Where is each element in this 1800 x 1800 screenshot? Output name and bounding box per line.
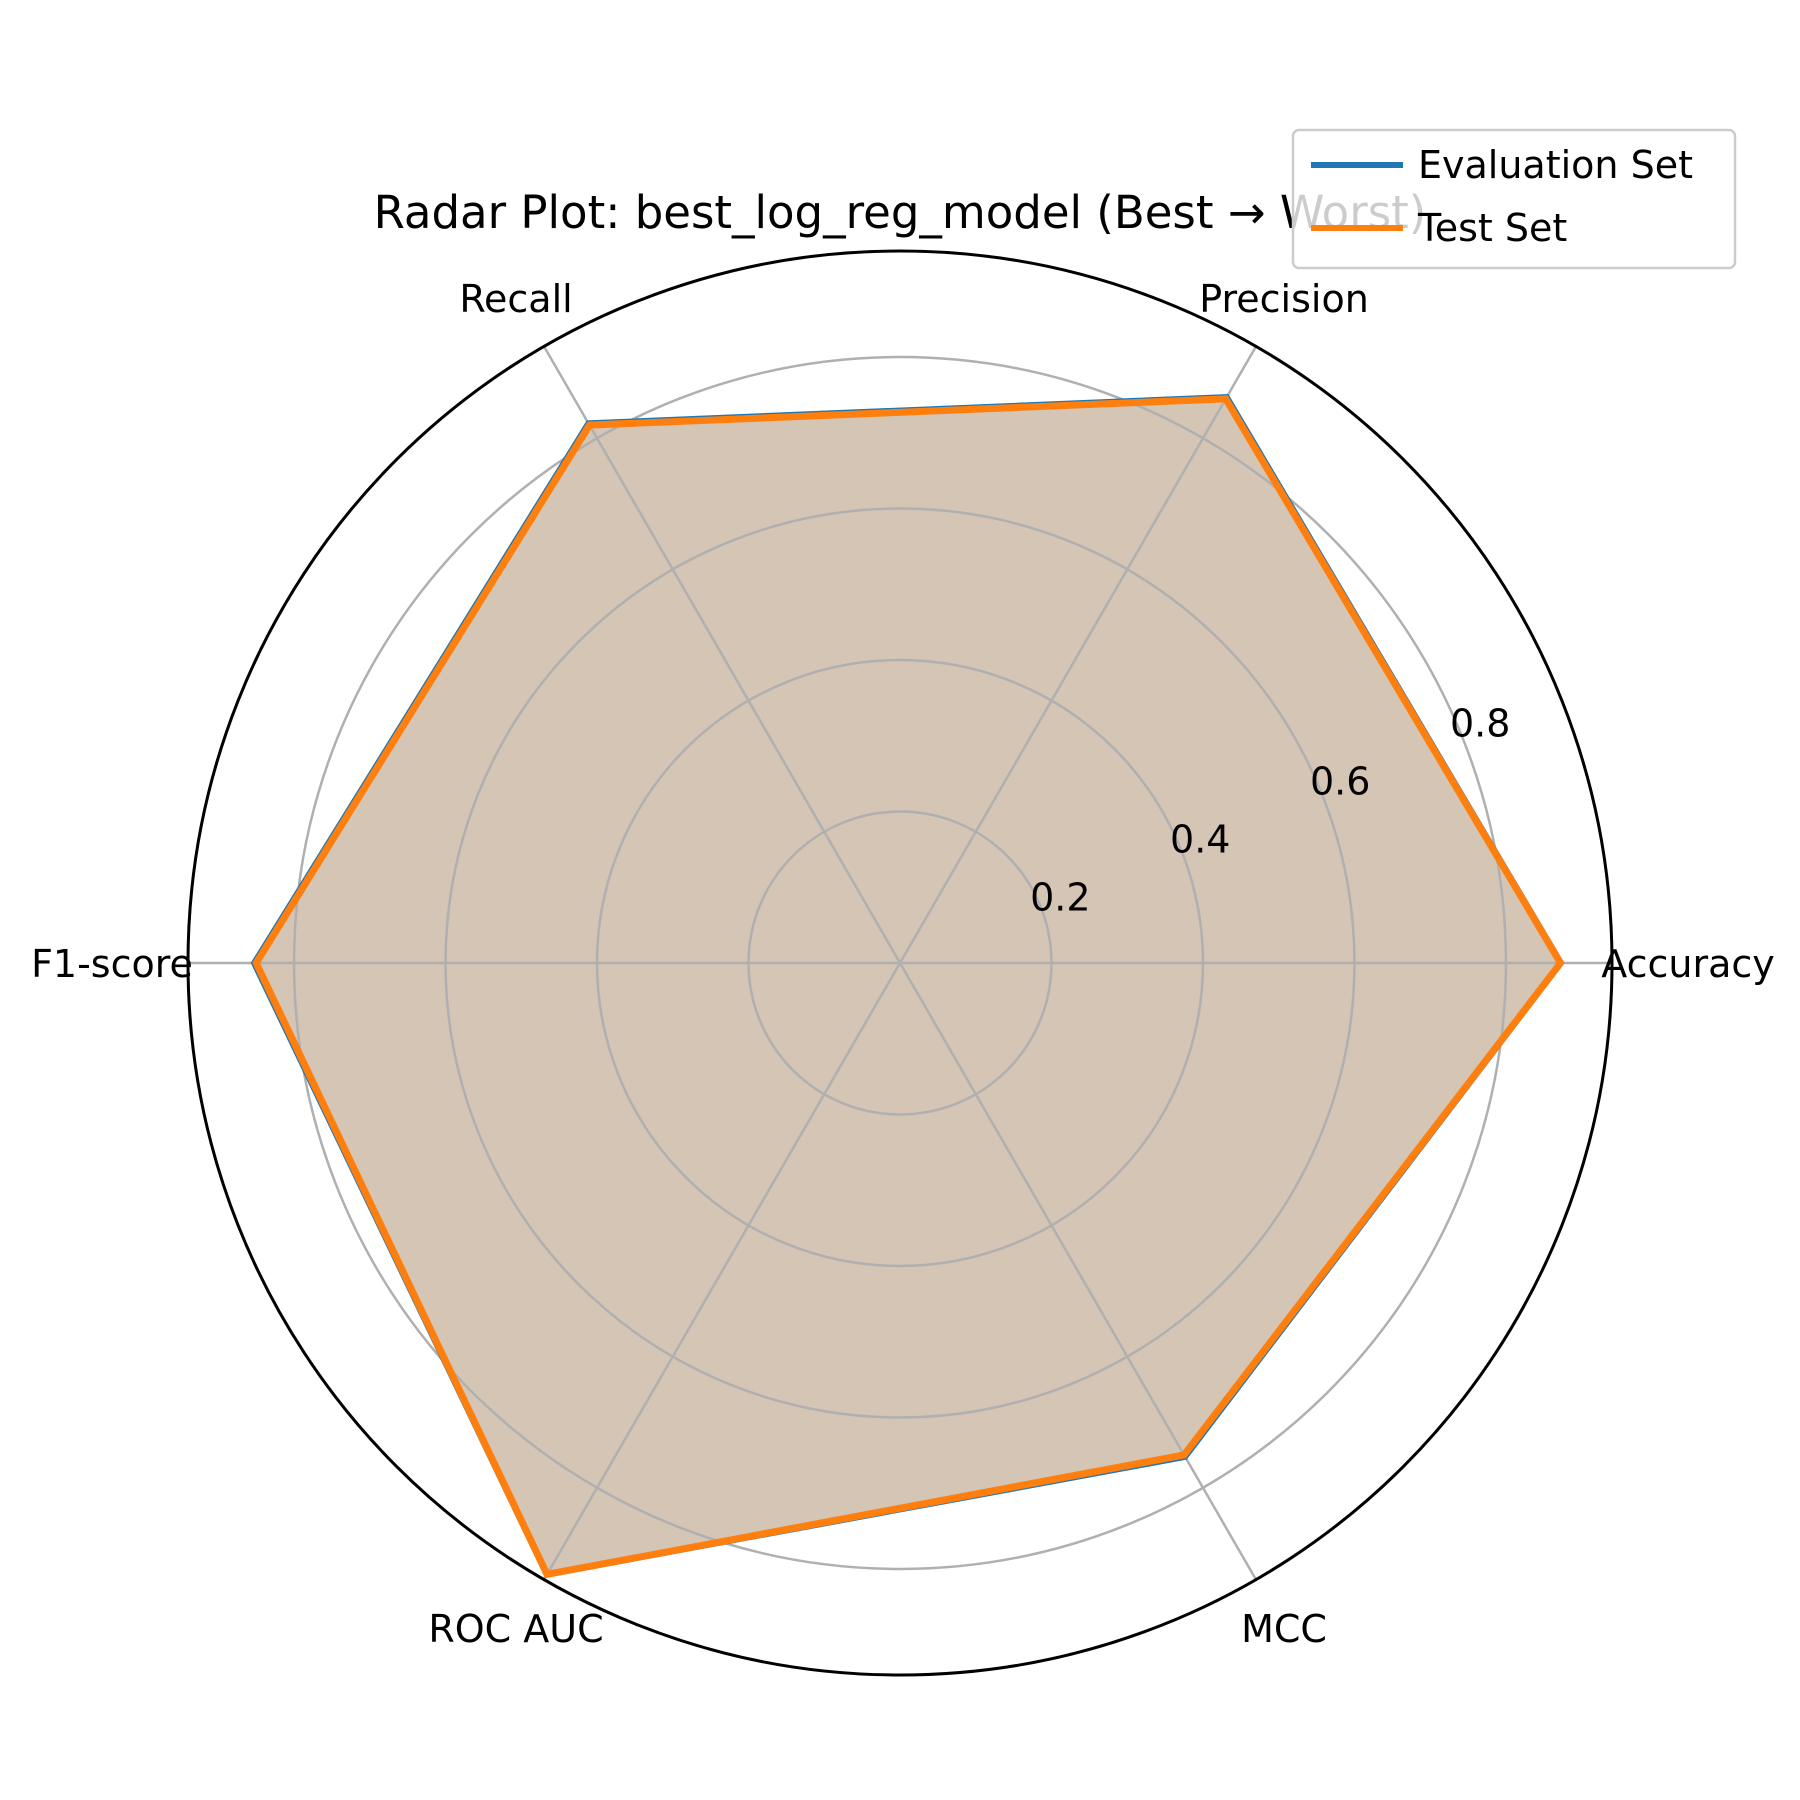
r-tick-label: 0.6 <box>1310 760 1370 804</box>
spoke-4 <box>542 962 902 1581</box>
r-tick-label: 0.2 <box>1030 876 1090 920</box>
fill-layer <box>252 395 1563 1577</box>
axis-label-recall: Recall <box>459 277 572 321</box>
series-fill-0 <box>252 395 1563 1577</box>
axis-label-accuracy: Accuracy <box>1601 942 1775 986</box>
axis-label-f1-score: F1-score <box>31 942 193 986</box>
label-layer: Accuracy Precision Recall F1-score ROC AUC MC… <box>31 277 1775 1651</box>
spoke-2 <box>542 345 902 964</box>
chart-title: Radar Plot: best_log_reg_model (Best → W… <box>374 186 1427 239</box>
legend: Evaluation Set Test Set <box>1291 128 1737 270</box>
series-line-1 <box>252 395 1565 1579</box>
axis-label-mcc: MCC <box>1241 1607 1327 1651</box>
r-tick-label: 0.8 <box>1450 702 1510 746</box>
spoke-1 <box>898 345 1258 964</box>
legend-box <box>1291 128 1737 270</box>
series-layer <box>250 394 1565 1579</box>
frame-layer <box>186 249 1614 1677</box>
legend-label-0: Evaluation Set <box>1418 143 1693 187</box>
r-tick-label: 0.4 <box>1170 818 1230 862</box>
spoke-5 <box>898 962 1258 1581</box>
grid-layer <box>188 345 1612 1581</box>
series-fill-1 <box>256 398 1561 1575</box>
axis-label-roc-auc: ROC AUC <box>428 1607 603 1651</box>
legend-label-1: Test Set <box>1417 206 1567 250</box>
axis-label-precision: Precision <box>1199 277 1369 321</box>
polar-frame <box>186 249 1614 1677</box>
